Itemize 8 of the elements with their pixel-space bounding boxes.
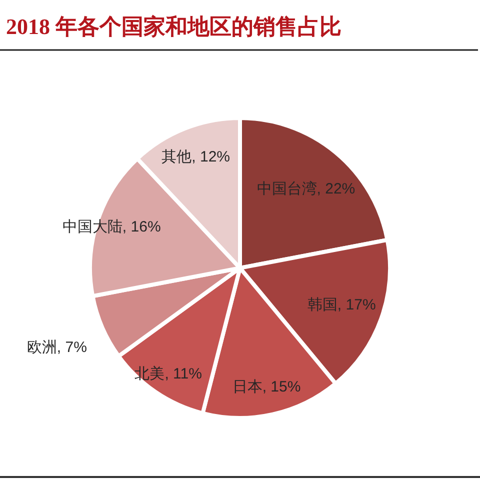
slice-label: 北美, 11%	[134, 365, 202, 382]
slice-label: 日本, 15%	[232, 378, 301, 396]
slice-label: 欧洲, 7%	[26, 339, 87, 356]
slice-label: 中国台湾, 22%	[256, 180, 356, 198]
slice-label: 韩国, 17%	[307, 296, 376, 314]
chart-title: 2018 年各个国家和地区的销售占比	[6, 14, 342, 39]
slice-label: 中国大陆, 16%	[62, 218, 161, 236]
slice-label: 其他, 12%	[162, 148, 230, 166]
